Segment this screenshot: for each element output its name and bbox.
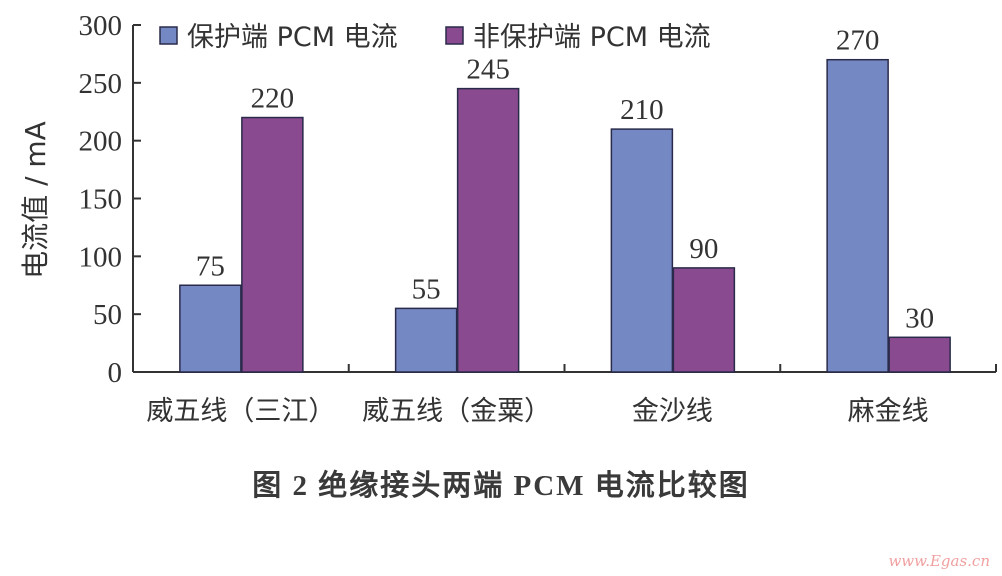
data-label: 245 — [466, 54, 510, 86]
y-tick-label: 100 — [79, 241, 123, 273]
y-tick-label: 0 — [108, 357, 123, 389]
legend-swatch — [445, 26, 464, 45]
y-axis-label: 电流值 / mA — [19, 121, 52, 279]
watermark: www.Egas.cn — [888, 552, 990, 570]
y-tick-label: 50 — [93, 299, 122, 331]
bar-unprotected — [672, 267, 736, 373]
x-tick-label: 威五线（三江） — [146, 396, 335, 427]
y-tick-label: 300 — [79, 10, 123, 42]
figure-caption: 图 2 绝缘接头两端 PCM 电流比较图 — [252, 470, 750, 502]
bar-unprotected — [241, 116, 304, 373]
data-label: 210 — [620, 94, 664, 126]
bar-unprotected — [888, 336, 951, 373]
data-label: 75 — [196, 250, 225, 282]
legend-label: 非保护端 PCM 电流 — [473, 22, 711, 53]
y-tick-label: 250 — [79, 68, 123, 100]
data-label: 220 — [251, 83, 295, 115]
legend-label: 保护端 PCM 电流 — [187, 22, 398, 53]
y-tick-label: 150 — [79, 184, 123, 216]
data-label: 90 — [689, 233, 718, 265]
bar-protected — [826, 58, 889, 373]
x-tick-label: 麻金线 — [848, 396, 929, 427]
data-label: 30 — [905, 302, 934, 334]
data-label: 55 — [412, 273, 441, 305]
bar-chart: 0 50 100 150 200 250 300 电流值 / mA 75 220 威五线（三江） 55… — [19, 10, 997, 427]
data-label: 270 — [836, 25, 880, 57]
bar-protected — [179, 284, 242, 373]
bar-protected — [394, 307, 458, 373]
y-tick-label: 200 — [79, 126, 123, 158]
bar-protected — [610, 128, 674, 373]
legend-swatch — [159, 26, 178, 45]
x-tick-label: 威五线（金粟） — [362, 396, 551, 427]
bar-unprotected — [456, 87, 520, 373]
x-tick-label: 金沙线 — [632, 396, 713, 427]
